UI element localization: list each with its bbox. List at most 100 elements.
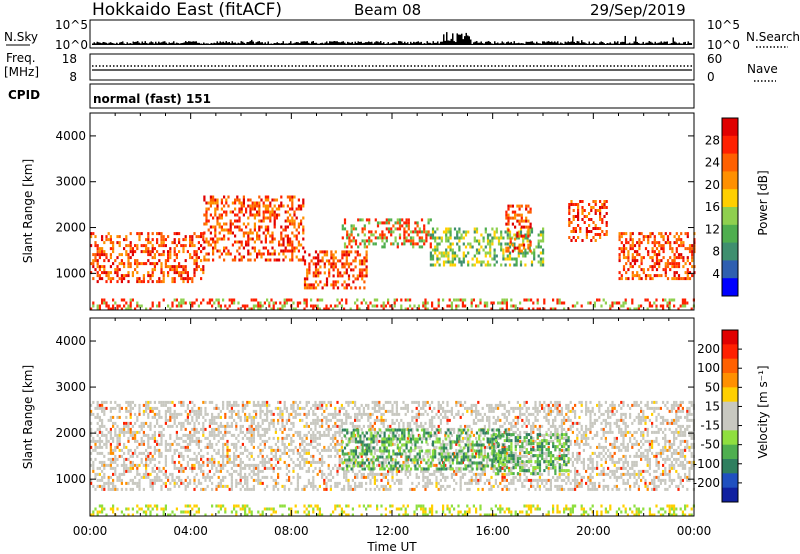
data-cell [528, 227, 531, 231]
data-cell [222, 298, 225, 302]
noise-bar [146, 42, 148, 45]
data-cell [259, 424, 262, 428]
data-cell [431, 304, 434, 308]
data-cell [409, 454, 412, 458]
data-cell [286, 195, 289, 199]
noise-bar [216, 41, 218, 45]
data-cell [230, 433, 233, 437]
data-cell [281, 430, 284, 434]
data-cell [173, 484, 176, 488]
data-cell [314, 286, 318, 290]
data-cell [336, 418, 339, 422]
data-cell [458, 230, 461, 234]
data-cell [677, 244, 681, 248]
data-cell [508, 245, 512, 249]
data-cell [334, 424, 337, 428]
data-cell [220, 228, 223, 232]
data-cell [403, 227, 406, 231]
data-cell [317, 256, 320, 260]
data-cell [457, 298, 460, 302]
data-cell [145, 262, 148, 266]
data-cell [407, 221, 410, 225]
data-cell [522, 219, 526, 223]
data-cell [395, 406, 398, 410]
data-cell [107, 232, 110, 236]
data-cell [520, 213, 523, 217]
data-cell [120, 259, 123, 263]
data-cell [263, 427, 266, 431]
data-cell [116, 463, 119, 467]
data-cell [285, 418, 288, 422]
data-cell [539, 257, 542, 261]
freq-label-1: Freq. [6, 51, 36, 65]
noise-bar [156, 43, 158, 45]
data-cell [437, 301, 440, 305]
data-cell [266, 427, 269, 431]
data-cell [426, 481, 429, 485]
data-cell [651, 265, 654, 269]
data-cell [350, 262, 353, 266]
data-cell [116, 256, 119, 260]
data-cell [285, 298, 288, 302]
data-cell [486, 301, 489, 305]
data-cell [435, 469, 438, 473]
data-cell [125, 301, 128, 305]
data-cell [266, 418, 269, 422]
data-cell [502, 236, 505, 240]
data-cell [112, 436, 115, 440]
data-cell [552, 298, 555, 302]
data-cell [395, 418, 398, 422]
data-cell [189, 412, 192, 416]
data-cell [358, 412, 361, 416]
data-cell [369, 412, 372, 416]
data-cell [451, 251, 454, 255]
data-cell [618, 232, 621, 236]
data-cell [116, 241, 119, 245]
noise-bar [327, 43, 329, 45]
data-cell [507, 228, 510, 232]
cpid-label: CPID [8, 88, 40, 102]
data-cell [211, 481, 214, 485]
data-cell [599, 200, 602, 203]
data-cell [247, 216, 250, 220]
data-cell [362, 424, 365, 428]
data-cell [101, 478, 104, 482]
data-cell [129, 478, 132, 482]
data-cell [660, 232, 663, 236]
data-cell [184, 439, 187, 443]
data-cell [266, 415, 269, 419]
data-cell [253, 246, 256, 250]
data-cell [384, 400, 387, 404]
data-cell [107, 484, 110, 488]
data-cell [258, 252, 261, 256]
data-cell [162, 427, 165, 431]
data-cell [145, 433, 148, 437]
data-cell [393, 442, 396, 446]
data-cell [300, 207, 303, 211]
data-cell [162, 466, 165, 470]
noise-bar [548, 41, 550, 45]
data-cell [295, 255, 298, 259]
data-cell [217, 412, 220, 416]
data-cell [277, 475, 280, 479]
data-cell [235, 481, 238, 485]
data-cell [277, 412, 280, 416]
data-cell [373, 430, 376, 434]
data-cell [312, 271, 315, 275]
data-cell [219, 454, 222, 458]
noise-bar [635, 36, 637, 45]
data-cell [398, 424, 401, 428]
data-cell [495, 230, 498, 234]
data-cell [167, 418, 170, 422]
data-cell [426, 427, 429, 431]
data-cell [637, 307, 640, 311]
data-cell [90, 439, 93, 443]
data-cell [449, 233, 452, 237]
noise-bar [213, 42, 215, 45]
noise-bar [506, 42, 508, 45]
noise-bar [258, 41, 260, 45]
data-cell [291, 222, 294, 226]
data-cell [173, 268, 176, 272]
data-cell [215, 298, 218, 302]
data-cell [147, 412, 150, 416]
